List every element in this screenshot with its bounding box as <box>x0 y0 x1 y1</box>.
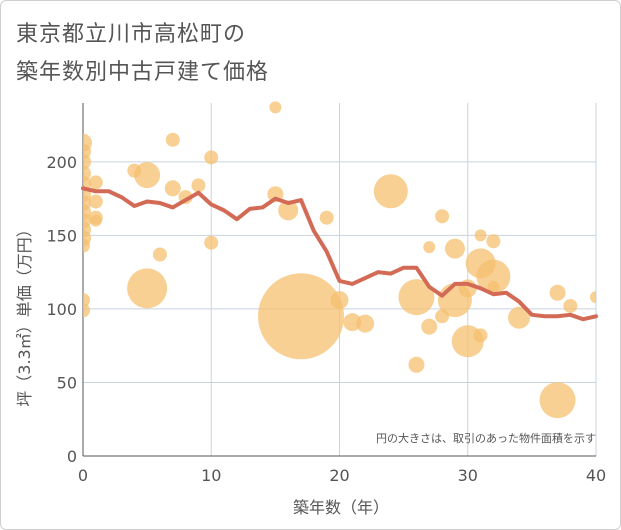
data-bubble <box>398 279 435 316</box>
data-bubble <box>83 303 90 318</box>
x-tick-label: 20 <box>329 466 349 485</box>
data-bubble <box>83 293 90 308</box>
data-bubble <box>269 101 282 114</box>
data-bubble <box>486 234 501 249</box>
y-tick-label: 100 <box>46 300 77 319</box>
x-tick-label: 0 <box>78 466 88 485</box>
data-bubble <box>330 291 349 310</box>
x-tick-label: 40 <box>586 466 606 485</box>
x-tick-label: 10 <box>201 466 221 485</box>
data-bubble <box>83 238 90 253</box>
data-bubble <box>408 356 425 373</box>
data-bubble <box>127 268 168 309</box>
data-bubble <box>444 238 465 259</box>
data-bubble <box>474 229 487 242</box>
data-bubble <box>373 174 408 209</box>
data-bubble <box>89 214 102 227</box>
data-bubble <box>191 178 206 193</box>
data-bubble <box>435 209 450 224</box>
data-bubble <box>356 314 375 333</box>
data-bubble <box>88 175 103 190</box>
data-bubble <box>204 150 219 165</box>
y-tick-label: 0 <box>67 447 77 466</box>
y-tick-label: 50 <box>57 373 77 392</box>
chart-title-line1: 東京都立川市高松町の <box>16 22 247 47</box>
data-bubble <box>473 328 488 343</box>
data-bubble <box>88 194 103 209</box>
data-bubble <box>421 318 438 335</box>
data-bubble <box>487 280 500 293</box>
bubble-layer <box>83 101 596 419</box>
data-bubble <box>258 273 345 360</box>
data-bubble <box>319 210 334 225</box>
data-bubble <box>165 132 180 147</box>
data-bubble <box>590 291 596 304</box>
x-axis-label: 築年数（年） <box>293 498 389 517</box>
data-bubble <box>164 180 181 197</box>
data-bubble <box>134 162 161 189</box>
data-bubble <box>152 247 167 262</box>
data-bubble <box>563 298 578 313</box>
data-bubble <box>508 306 531 329</box>
data-bubble <box>476 259 511 294</box>
size-note: 円の大きさは、取引のあった物件面積を示す <box>376 431 596 445</box>
data-bubble <box>83 153 91 170</box>
chart-title-line2: 築年数別中古戸建て価格 <box>16 60 270 85</box>
y-axis-label: 坪（3.3㎡）単価（万円） <box>15 221 34 406</box>
y-tick-label: 200 <box>46 153 77 172</box>
data-bubble <box>549 284 566 301</box>
data-bubble <box>539 382 576 419</box>
data-bubble <box>278 200 299 221</box>
tick-layer: 0 50 100 150 200 0 10 20 30 40 <box>46 153 606 485</box>
average-price-line <box>81 186 598 322</box>
y-tick-label: 150 <box>46 226 77 245</box>
line-layer <box>81 186 598 322</box>
data-bubble <box>204 235 219 250</box>
x-tick-label: 30 <box>458 466 478 485</box>
data-bubble <box>423 241 436 254</box>
